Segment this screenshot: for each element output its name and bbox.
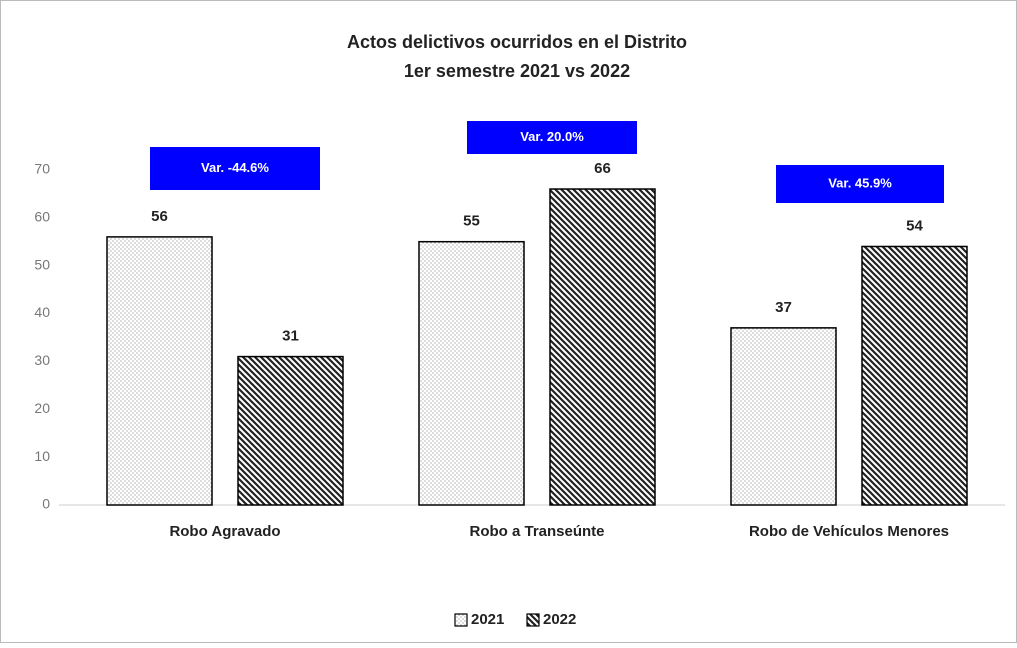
value-label: 66 — [594, 160, 611, 177]
bar — [237, 355, 344, 506]
bar — [861, 245, 968, 506]
legend-swatch — [526, 613, 540, 627]
value-label: 56 — [151, 208, 168, 225]
x-tick-label: Robo a Transeúnte — [469, 523, 604, 540]
y-tick-label: 50 — [34, 256, 50, 272]
chart-title: Actos delictivos ocurridos en el Distrit… — [347, 32, 687, 52]
y-tick-label: 40 — [34, 304, 50, 320]
y-tick-label: 30 — [34, 352, 50, 368]
y-tick-label: 70 — [34, 161, 50, 177]
y-tick-label: 0 — [42, 496, 50, 512]
legend-label: 2021 — [471, 611, 504, 628]
y-tick-label: 20 — [34, 400, 50, 416]
chart-subtitle: 1er semestre 2021 vs 2022 — [404, 61, 630, 81]
annotation-box — [467, 121, 637, 154]
y-tick-label: 60 — [34, 208, 50, 224]
annotation: Var. 20.0% — [520, 129, 584, 144]
value-label: 55 — [463, 213, 480, 230]
x-tick-label: Robo Agravado — [169, 523, 280, 540]
x-tick-label: Robo de Vehículos Menores — [749, 523, 949, 540]
value-label: 54 — [906, 217, 923, 234]
bar — [418, 240, 525, 506]
y-tick-label: 10 — [34, 448, 50, 464]
annotation-box — [150, 147, 320, 190]
legend-label: 2022 — [543, 611, 576, 628]
annotation: Var. 45.9% — [828, 175, 892, 190]
bar — [730, 327, 837, 506]
annotation-box — [776, 165, 944, 203]
annotation: Var. -44.6% — [201, 160, 269, 175]
value-label: 37 — [775, 299, 792, 316]
value-label: 31 — [282, 328, 299, 345]
bar — [549, 188, 656, 506]
legend-swatch — [454, 613, 468, 627]
bar — [106, 236, 213, 506]
